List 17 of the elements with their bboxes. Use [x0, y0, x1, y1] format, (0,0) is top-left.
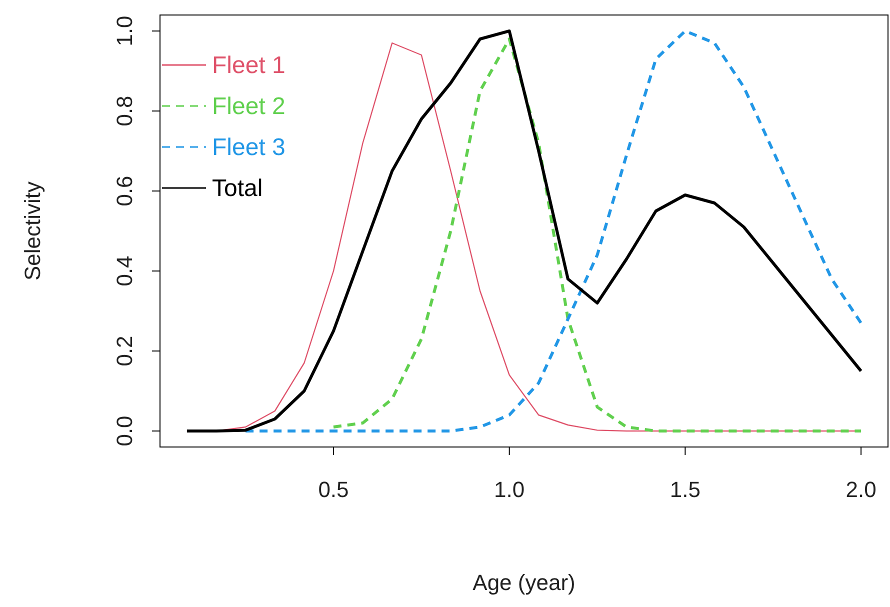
y-tick-label: 0.8 [112, 96, 137, 126]
x-tick-label: 0.5 [318, 477, 349, 502]
legend-label: Fleet 1 [212, 52, 286, 79]
legend-label: Total [212, 175, 263, 202]
x-tick-label: 1.0 [494, 477, 525, 502]
y-tick-label: 0.2 [112, 336, 137, 366]
x-tick-label: 2.0 [846, 477, 876, 502]
legend-label: Fleet 3 [212, 134, 286, 161]
y-axis-title: Selectivity [20, 181, 45, 281]
legend-label: Fleet 2 [212, 93, 286, 120]
line-series [332, 38, 863, 432]
y-tick-label: 0.0 [112, 416, 137, 446]
x-tick-label: 1.5 [670, 477, 700, 502]
y-tick-label: 0.6 [112, 176, 137, 206]
x-axis-title: Age (year) [472, 570, 576, 595]
y-tick-label: 1.0 [112, 16, 137, 46]
y-tick-label: 0.4 [112, 256, 137, 286]
